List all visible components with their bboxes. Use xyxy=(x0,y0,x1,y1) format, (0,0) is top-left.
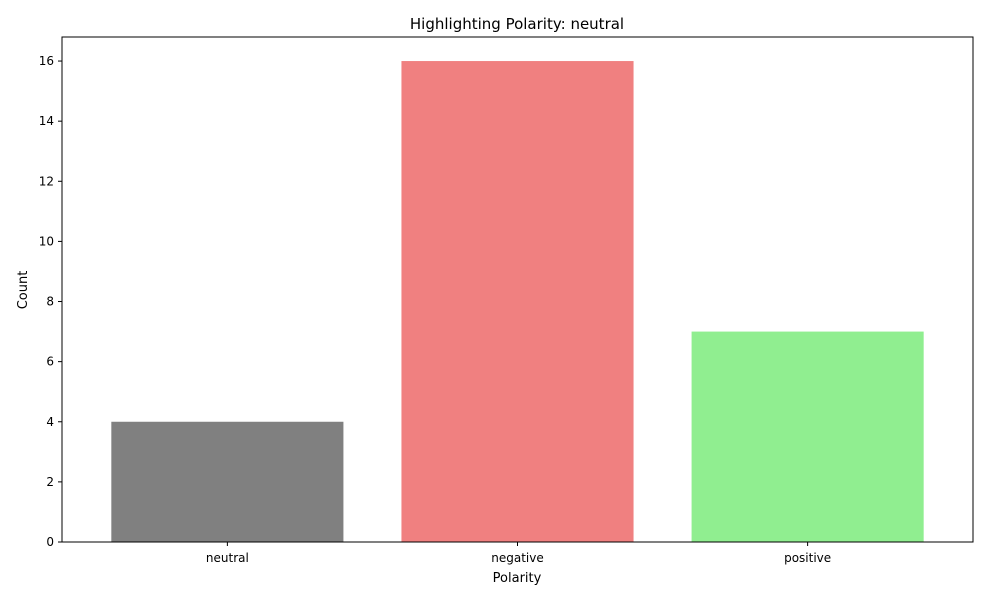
y-tick-label: 12 xyxy=(39,174,54,188)
x-tick-label: positive xyxy=(784,551,831,565)
bars-group xyxy=(111,61,924,543)
y-tick-label: 16 xyxy=(39,54,54,68)
bar-positive xyxy=(691,331,924,542)
y-tick-label: 10 xyxy=(39,234,54,248)
y-axis-ticks: 0 2 4 6 8 10 12 14 16 xyxy=(39,54,62,549)
y-tick-label: 8 xyxy=(46,295,54,309)
x-axis-ticks: neutral negative positive xyxy=(206,542,831,565)
chart-title: Highlighting Polarity: neutral xyxy=(410,15,624,33)
x-axis-label: Polarity xyxy=(493,571,542,586)
y-tick-label: 2 xyxy=(46,475,54,489)
y-tick-label: 4 xyxy=(46,415,54,429)
y-axis-label: Count xyxy=(16,271,31,310)
x-tick-label: negative xyxy=(491,551,543,565)
bar-negative xyxy=(401,61,634,543)
y-tick-label: 6 xyxy=(46,355,54,369)
x-tick-label: neutral xyxy=(206,551,249,565)
y-tick-label: 14 xyxy=(39,114,54,128)
bar-neutral xyxy=(111,421,344,542)
y-tick-label: 0 xyxy=(46,535,54,549)
plot-frame xyxy=(61,36,974,543)
